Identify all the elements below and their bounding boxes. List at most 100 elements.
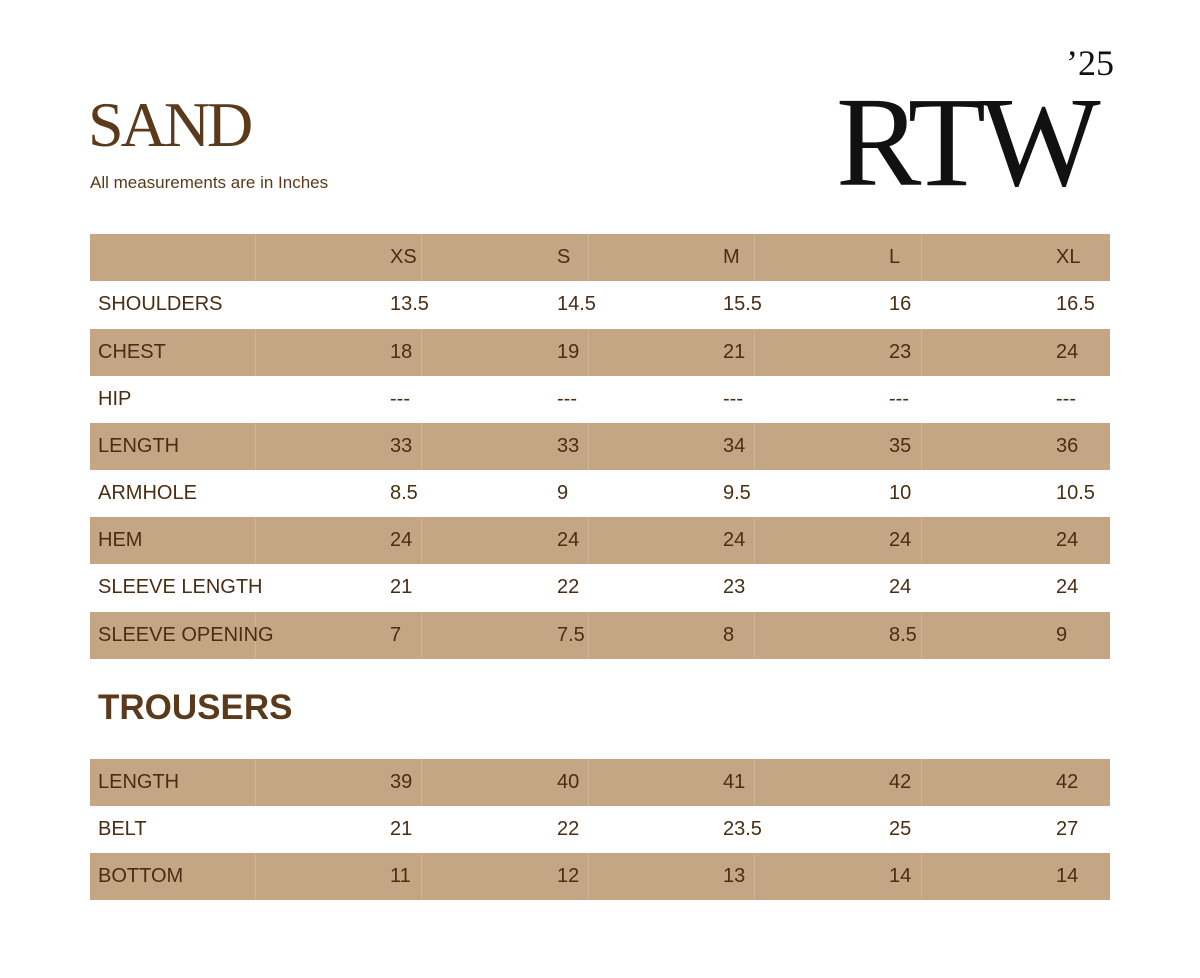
table-row: SLEEVE LENGTH 21 22 23 24 24 (90, 564, 1110, 611)
table-cell: 25 (889, 818, 912, 840)
table-cell: SLEEVE LENGTH (98, 576, 263, 598)
column-divider (921, 612, 922, 659)
table-cell: 42 (889, 771, 912, 793)
table-cell: HIP (98, 388, 132, 410)
table-cell: 21 (723, 341, 746, 363)
column-divider (588, 234, 589, 281)
column-divider (754, 517, 755, 564)
table-cell: 18 (390, 341, 413, 363)
table-cell: --- (557, 388, 577, 410)
table-cell: 14 (1056, 865, 1079, 887)
title: SAND (88, 89, 253, 160)
table-cell: M (723, 246, 740, 268)
column-divider (588, 423, 589, 470)
table-cell: 8.5 (390, 482, 418, 504)
table-row: BELT 21 22 23.5 25 27 (90, 806, 1110, 853)
column-divider (921, 423, 922, 470)
table-cell: LENGTH (98, 771, 180, 793)
table-row: ARMHOLE 8.5 9 9.5 10 10.5 (90, 470, 1110, 517)
column-divider (255, 612, 256, 659)
table-cell: 23 (723, 576, 746, 598)
table-cell: 9 (557, 482, 569, 504)
table-cell: S (557, 246, 571, 268)
table-cell: 7 (390, 624, 402, 646)
table-cell: --- (889, 388, 909, 410)
table-cell: 9.5 (723, 482, 751, 504)
table-cell: 16.5 (1056, 293, 1095, 315)
column-divider (588, 329, 589, 376)
table-cell: 7.5 (557, 624, 585, 646)
table-cell: SHOULDERS (98, 293, 223, 315)
table-cell: 23 (889, 341, 912, 363)
table-row: CHEST 18 19 21 23 24 (90, 329, 1110, 376)
column-divider (421, 329, 422, 376)
table-cell: 10 (889, 482, 912, 504)
table-cell: 22 (557, 576, 580, 598)
column-divider (921, 759, 922, 806)
table-row: HEM 24 24 24 24 24 (90, 517, 1110, 564)
column-divider (754, 853, 755, 900)
table-cell: 27 (1056, 818, 1079, 840)
column-divider (754, 759, 755, 806)
table-cell: 10.5 (1056, 482, 1095, 504)
table-cell: 15.5 (723, 293, 762, 315)
table-cell: ARMHOLE (98, 482, 197, 504)
table-cell: 24 (723, 529, 746, 551)
table-cell: 36 (1056, 435, 1079, 457)
column-divider (588, 517, 589, 564)
table-cell: --- (723, 388, 743, 410)
table-cell: CHEST (98, 341, 166, 363)
column-divider (255, 329, 256, 376)
year: ’25 (1066, 43, 1114, 83)
collection: RTW (836, 71, 1101, 213)
column-divider (421, 423, 422, 470)
column-divider (421, 853, 422, 900)
table-row: XS S M L XL (90, 234, 1110, 281)
column-divider (421, 517, 422, 564)
table-cell: 21 (390, 576, 413, 598)
table-row: LENGTH 39 40 41 42 42 (90, 759, 1110, 806)
column-divider (255, 423, 256, 470)
table-cell: BELT (98, 818, 147, 840)
table-cell: L (889, 246, 901, 268)
column-divider (255, 517, 256, 564)
table-cell: 39 (390, 771, 413, 793)
table-row: BOTTOM 11 12 13 14 14 (90, 853, 1110, 900)
table-cell: 11 (390, 865, 411, 887)
table-cell: 33 (557, 435, 580, 457)
table-cell: --- (390, 388, 410, 410)
column-divider (921, 329, 922, 376)
table-row: LENGTH 33 33 34 35 36 (90, 423, 1110, 470)
column-divider (255, 759, 256, 806)
table-cell: 40 (557, 771, 580, 793)
column-divider (921, 853, 922, 900)
table-cell: --- (1056, 388, 1076, 410)
table-cell: 14 (889, 865, 912, 887)
column-divider (921, 234, 922, 281)
table-cell: 16 (889, 293, 912, 315)
column-divider (255, 234, 256, 281)
column-divider (588, 853, 589, 900)
column-divider (754, 329, 755, 376)
table-row: SHOULDERS 13.5 14.5 15.5 16 16.5 (90, 281, 1110, 328)
table-row: SLEEVE OPENING 7 7.5 8 8.5 9 (90, 612, 1110, 659)
section-title: TROUSERS (98, 688, 293, 727)
column-divider (754, 612, 755, 659)
table-cell: 19 (557, 341, 580, 363)
column-divider (921, 517, 922, 564)
column-divider (255, 853, 256, 900)
table-cell: 8.5 (889, 624, 917, 646)
table-cell: 9 (1056, 624, 1068, 646)
table-cell: 24 (1056, 529, 1079, 551)
column-divider (421, 612, 422, 659)
table-cell: 12 (557, 865, 580, 887)
table-cell: 42 (1056, 771, 1079, 793)
table-cell: LENGTH (98, 435, 180, 457)
table-cell: 24 (1056, 341, 1079, 363)
column-divider (754, 423, 755, 470)
table-cell: XL (1056, 246, 1081, 268)
table-cell: 13.5 (390, 293, 429, 315)
table-cell: 24 (557, 529, 580, 551)
table-cell: 23.5 (723, 818, 762, 840)
